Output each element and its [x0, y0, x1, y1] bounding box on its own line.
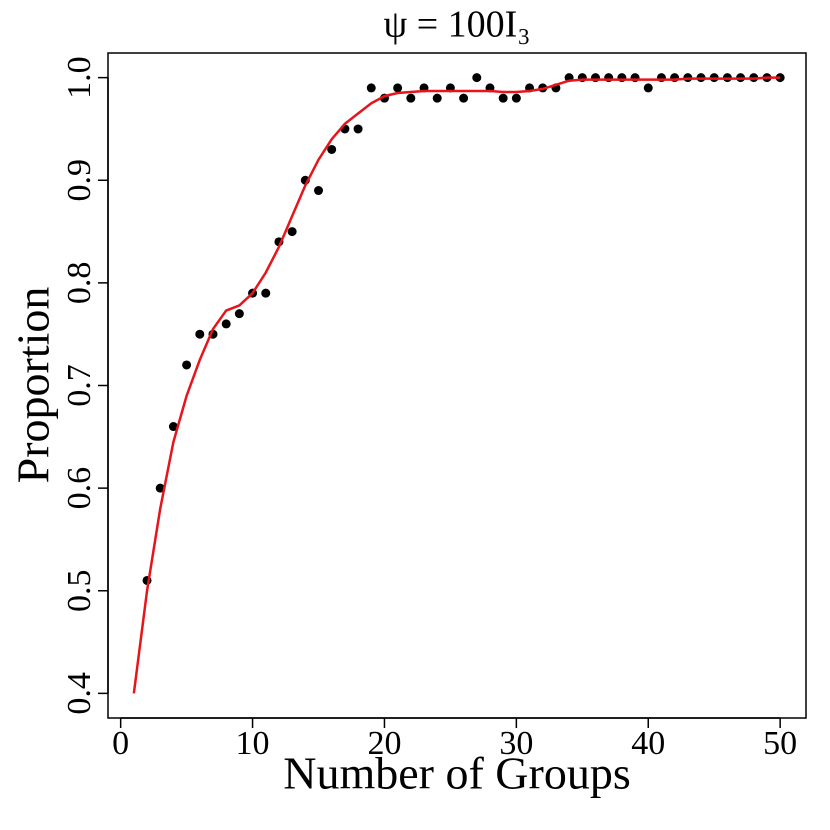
point: [432, 93, 442, 103]
point: [353, 124, 363, 134]
y-tick-label: 1.0: [61, 56, 98, 99]
point: [155, 483, 165, 493]
point: [287, 227, 297, 237]
point: [182, 360, 192, 370]
point: [459, 93, 469, 103]
point: [195, 329, 205, 339]
x-tick-label: 20: [367, 725, 401, 762]
x-tick-label: 0: [112, 725, 129, 762]
point: [327, 144, 337, 154]
plot-frame: [107, 52, 807, 719]
point: [511, 93, 521, 103]
point: [261, 288, 271, 298]
point: [221, 319, 231, 329]
y-tick-label: 0.6: [61, 467, 98, 510]
point: [406, 93, 416, 103]
point: [498, 93, 508, 103]
x-tick-label: 50: [763, 725, 797, 762]
y-tick-label: 0.5: [61, 569, 98, 612]
y-tick-label: 0.7: [61, 364, 98, 407]
point: [643, 83, 653, 93]
point: [314, 186, 324, 196]
y-tick-label: 0.4: [61, 672, 98, 715]
x-tick-label: 40: [631, 725, 665, 762]
x-axis-label: Number of Groups: [283, 748, 631, 799]
x-tick-label: 10: [236, 725, 270, 762]
point: [393, 83, 403, 93]
point: [472, 73, 482, 83]
fitted-line: [132, 76, 781, 694]
y-tick-label: 0.9: [61, 159, 98, 202]
y-axis-label: Proportion: [8, 287, 59, 484]
point: [234, 309, 244, 319]
point: [366, 83, 376, 93]
chart-title: ψ = 100I₃: [383, 4, 530, 46]
point: [168, 422, 178, 432]
x-tick-label: 30: [499, 725, 533, 762]
y-tick-label: 0.8: [61, 262, 98, 305]
